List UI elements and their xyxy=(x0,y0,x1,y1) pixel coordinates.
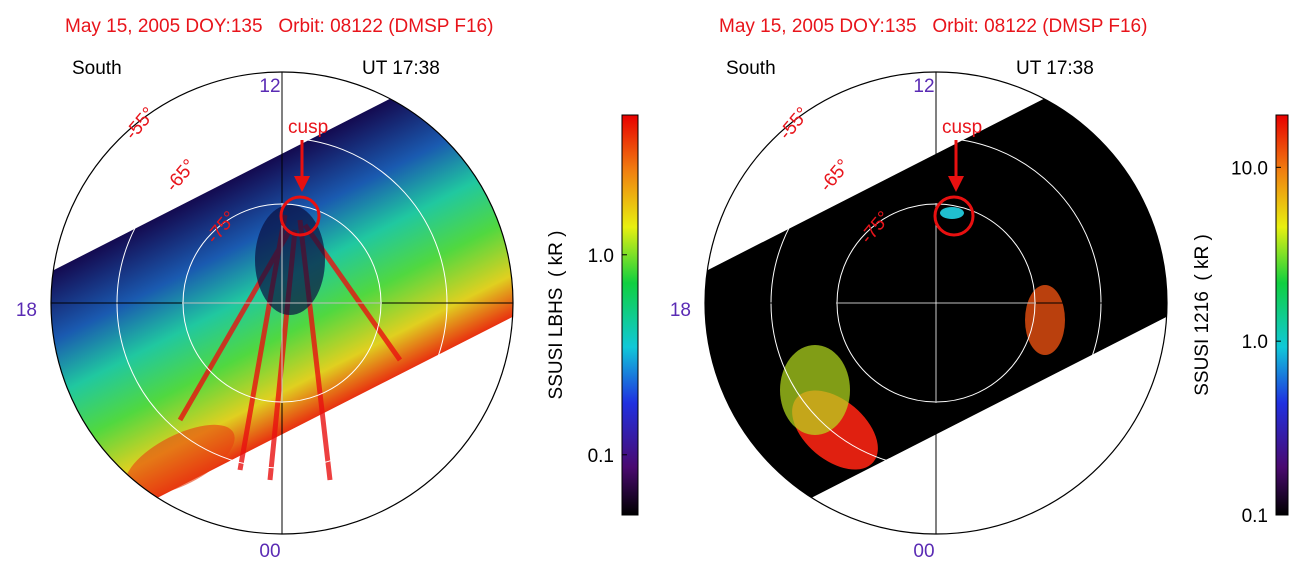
cusp-circle xyxy=(933,195,975,237)
latitude-label: -65° xyxy=(162,156,201,196)
colorbar-label: SSUSI 1216 ( kR ) xyxy=(1192,234,1213,396)
annotation: cusp xyxy=(942,117,982,138)
latitude-label: -65° xyxy=(816,156,855,196)
latitude-label: -55° xyxy=(121,104,160,144)
time: UT 17:38 xyxy=(1016,58,1094,79)
mlt-label: 00 xyxy=(913,541,934,562)
mlt-label: 18 xyxy=(670,300,691,321)
mlt-label: 18 xyxy=(16,300,37,321)
cusp-circle xyxy=(279,195,321,237)
title: May 15, 2005 DOY:135 Orbit: 08122 (DMSP … xyxy=(65,16,493,37)
latitude-label: -55° xyxy=(775,104,814,144)
mlt-label: 00 xyxy=(259,541,280,562)
colorbar-tick-label: 10.0 xyxy=(1231,158,1268,179)
hemisphere: South xyxy=(72,58,122,79)
colorbar-tick-label: 0.1 xyxy=(588,446,614,467)
arrow-head xyxy=(294,176,310,192)
colorbar-tick-label: 1.0 xyxy=(588,246,614,267)
colorbar xyxy=(1275,114,1289,516)
hemisphere: South xyxy=(726,58,776,79)
colorbar-tick-label: 0.1 xyxy=(1242,506,1268,527)
annotation: cusp xyxy=(288,117,328,138)
colorbar-tick-label: 1.0 xyxy=(1242,332,1268,353)
title: May 15, 2005 DOY:135 Orbit: 08122 (DMSP … xyxy=(719,16,1147,37)
mlt-label: 12 xyxy=(259,76,280,97)
colorbar-label: SSUSI LBHS ( kR ) xyxy=(546,231,567,400)
swath-image xyxy=(51,72,513,529)
colorbar xyxy=(621,114,639,516)
time: UT 17:38 xyxy=(362,58,440,79)
arrow-head xyxy=(948,176,964,192)
mlt-label: 12 xyxy=(913,76,934,97)
